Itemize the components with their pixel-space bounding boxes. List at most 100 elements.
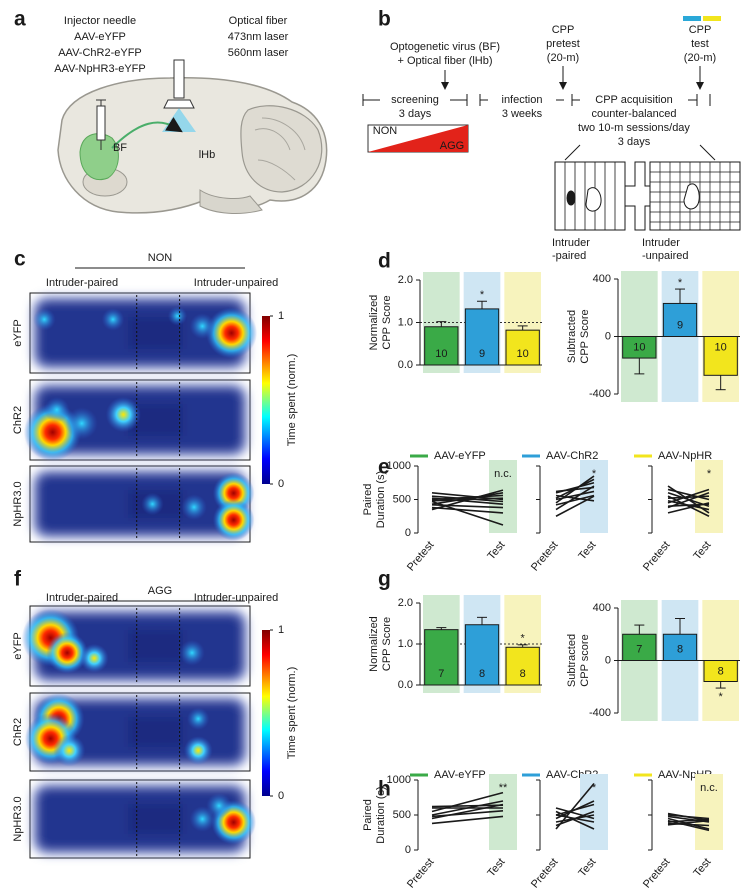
colorbar-label: Time spent (norm.)	[286, 667, 298, 760]
chamber-label: -paired	[552, 250, 586, 262]
x-tick-label: Pretest	[405, 856, 437, 890]
n-label: 8	[718, 665, 724, 677]
legend-label: AAV-eYFP	[434, 450, 486, 462]
laser-label: 473nm laser	[228, 31, 289, 43]
bar	[662, 302, 698, 337]
y-tick-label: -400	[589, 388, 611, 400]
timeline-illustration	[362, 66, 741, 231]
heatmap-spot	[101, 308, 125, 331]
subject-line	[667, 822, 710, 827]
row-label: eYFP	[12, 319, 24, 347]
y-tick-label: 1000	[387, 460, 411, 472]
y-axis-label: CPP Score	[579, 309, 591, 363]
heatmap-spot	[33, 308, 56, 331]
panel-label: d	[378, 250, 391, 273]
subject-line	[667, 488, 710, 504]
heatmap-spot	[53, 734, 86, 767]
y-tick-label: 400	[593, 602, 611, 614]
subject-line	[431, 504, 504, 509]
subject-line	[431, 804, 504, 808]
panel-label: a	[14, 8, 26, 31]
highlight-band	[695, 774, 723, 850]
protocol-label: CPP	[689, 24, 712, 36]
row-label: NpHR3.0	[12, 481, 24, 526]
subject-line	[431, 815, 504, 825]
heatmap-spot	[205, 307, 258, 359]
y-axis-label: Subtracted	[566, 310, 578, 363]
significance: *	[707, 468, 712, 480]
panel-label: e	[378, 456, 390, 479]
subject-line	[667, 495, 710, 517]
y-tick-label: 1000	[387, 774, 411, 786]
y-axis-label: Normalized	[368, 295, 380, 351]
x-tick-label: Test	[576, 539, 598, 562]
y-tick-label: 0.0	[398, 359, 413, 371]
subject-line	[667, 812, 710, 822]
x-tick-label: Pretest	[405, 539, 437, 573]
subject-line	[431, 506, 504, 514]
heatmap-spot	[179, 640, 205, 666]
legend-label: AAV-eYFP	[434, 769, 486, 781]
injector-label: Injector needle	[64, 15, 136, 27]
y-tick-label: 2.0	[398, 597, 413, 609]
n-label: 8	[677, 643, 683, 655]
n-label: 9	[677, 319, 683, 331]
colorbar	[262, 316, 270, 484]
protocol-label: counter-balanced	[591, 108, 676, 120]
panel-label: b	[378, 8, 391, 31]
protocol-label: (20-m)	[684, 52, 716, 64]
protocol-label: CPP	[552, 24, 575, 36]
heatmap-spot	[105, 396, 141, 433]
chamber-label: -unpaired	[642, 250, 688, 262]
y-tick-label: 0	[405, 844, 411, 856]
subject-line	[555, 478, 595, 499]
heatmap-spot	[181, 494, 207, 520]
subject-line	[555, 807, 595, 820]
colorbar-tick-label: 0	[278, 478, 284, 490]
condition-label: AGG	[148, 585, 172, 597]
region-label: BF	[113, 142, 127, 154]
heatmap-spot	[141, 492, 164, 516]
region-label: lHb	[199, 149, 216, 161]
row-label: NpHR3.0	[12, 796, 24, 841]
subject-line	[431, 492, 504, 501]
heatmap-spot	[187, 707, 210, 730]
y-tick-label: 1.0	[398, 638, 413, 650]
n-label: 8	[479, 668, 485, 680]
test-color	[683, 16, 701, 21]
subject-line	[555, 495, 595, 517]
colorbar-tick-label: 1	[278, 624, 284, 636]
colorbar-label: Time spent (norm.)	[286, 354, 298, 447]
significance: *	[719, 691, 724, 703]
n-label: 10	[633, 341, 645, 353]
significance: *	[592, 468, 597, 480]
subject-line	[667, 495, 710, 499]
protocol-label: infection	[502, 94, 543, 106]
n-label: 10	[517, 348, 529, 360]
y-axis-label: Duration (s)	[375, 471, 387, 528]
x-tick-label: Pretest	[641, 539, 673, 573]
subject-line	[431, 494, 504, 501]
brain-illustration	[57, 59, 328, 214]
heatmap-spot	[206, 793, 232, 819]
n-label: 7	[438, 668, 444, 680]
virus-label: AAV-ChR2-eYFP	[58, 47, 142, 59]
protocol-label: CPP acquisition	[595, 94, 672, 106]
condition-label: NON	[148, 252, 173, 264]
subject-line	[555, 494, 595, 506]
protocol-label: + Optical fiber (lHb)	[397, 55, 492, 67]
significance: *	[480, 289, 485, 301]
heatmap-spot	[79, 643, 109, 673]
virus-label: AAV-NpHR3-eYFP	[54, 63, 146, 75]
heatmap	[29, 292, 258, 374]
chamber-label: Intruder-unpaired	[194, 277, 278, 289]
y-tick-label: 0.0	[398, 679, 413, 691]
bar	[424, 629, 459, 686]
legend-label: AAV-NpHR	[658, 450, 712, 462]
bar	[464, 308, 500, 366]
heatmap-spot	[189, 313, 216, 340]
panel-label: f	[14, 568, 22, 591]
y-tick-label: 1.0	[398, 316, 413, 328]
